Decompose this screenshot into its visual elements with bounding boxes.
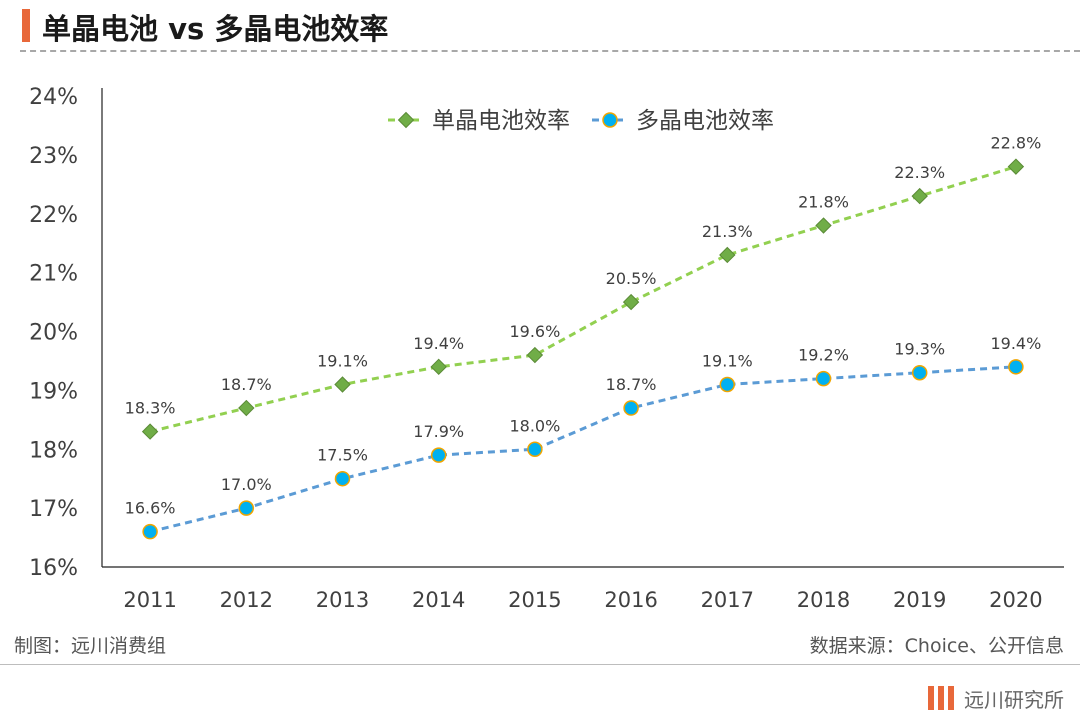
mono-data-label: 18.3%: [125, 399, 176, 418]
page-title: 单晶电池 vs 多晶电池效率: [42, 12, 389, 46]
x-tick-label: 2011: [123, 588, 176, 612]
poly-data-point: [719, 376, 736, 393]
poly-data-label: 19.2%: [798, 346, 849, 365]
mono-data-point: [238, 399, 255, 417]
mono-data-point: [815, 217, 832, 234]
x-tick-label: 2012: [220, 588, 273, 612]
mono-data-label: 18.7%: [221, 375, 272, 394]
brand-name: 远川研究所: [964, 688, 1064, 712]
mono-data-label: 22.8%: [990, 134, 1041, 153]
x-tick-label: 2014: [412, 588, 465, 612]
line-chart: 16% 17% 18% 19% 20% 21% 22% 23% 24% 2011 2012 2013 2…: [29, 85, 1064, 612]
mono-data-point: [430, 358, 447, 376]
x-tick-label: 2015: [508, 588, 561, 612]
mono-series-line: [149, 165, 1017, 434]
footer-divider: [0, 664, 1080, 665]
mono-data-label: 20.5%: [606, 269, 657, 288]
poly-data-point: [911, 364, 928, 381]
mono-data-label: 22.3%: [894, 163, 945, 182]
poly-data-label: 19.1%: [702, 351, 753, 370]
poly-data-label: 19.3%: [894, 340, 945, 359]
chart-maker-note: 制图：远川消费组: [14, 635, 167, 657]
y-tick-label: 21%: [29, 262, 78, 287]
y-tick-label: 24%: [29, 85, 78, 110]
legend-mono-marker: [397, 111, 415, 129]
poly-data-label: 17.9%: [413, 422, 464, 441]
poly-data-label: 18.7%: [606, 375, 657, 394]
poly-data-label: 19.4%: [990, 334, 1041, 353]
mono-data-point: [911, 187, 928, 205]
poly-data-point: [527, 441, 543, 457]
mono-data-point: [334, 376, 351, 393]
legend-poly-marker: [602, 112, 618, 128]
mono-data-label: 19.4%: [413, 334, 464, 353]
poly-series-line: [149, 365, 1016, 534]
poly-data-label: 17.0%: [221, 475, 272, 494]
poly-data-point: [1008, 359, 1024, 375]
mono-data-point: [622, 293, 640, 311]
mono-data-point: [719, 246, 736, 264]
mono-data-label: 19.1%: [317, 351, 368, 370]
y-tick-label: 17%: [29, 497, 78, 522]
legend-poly-label: 多晶电池效率: [636, 108, 774, 134]
mono-data-point: [141, 423, 159, 440]
y-tick-label: 23%: [29, 144, 78, 169]
y-tick-label: 18%: [29, 438, 78, 463]
poly-data-point: [334, 470, 351, 487]
x-tick-label: 2016: [604, 588, 657, 612]
poly-data-point: [623, 400, 639, 416]
poly-data-point: [430, 447, 447, 463]
y-tick-label: 19%: [29, 379, 78, 404]
mono-data-label: 21.3%: [702, 222, 753, 241]
y-tick-label: 22%: [29, 203, 78, 228]
legend-mono-label: 单晶电池效率: [432, 108, 570, 134]
brand-bars-icon: [928, 686, 958, 710]
x-tick-label: 2013: [316, 588, 369, 612]
x-tick-label: 2017: [701, 588, 754, 612]
poly-data-label: 17.5%: [317, 446, 368, 465]
data-source-note: 数据来源：Choice、公开信息: [809, 635, 1064, 657]
title-bar: 单晶电池 vs 多晶电池效率: [0, 0, 1080, 50]
mono-data-label: 21.8%: [798, 193, 849, 212]
poly-data-point: [815, 370, 832, 387]
poly-data-label: 16.6%: [125, 499, 176, 518]
x-tick-label: 2018: [797, 588, 850, 612]
poly-data-label: 18.0%: [509, 416, 560, 435]
title-accent-bar: [22, 9, 30, 42]
mono-data-label: 19.6%: [509, 322, 560, 341]
poly-data-point: [238, 500, 255, 516]
mono-data-point: [1007, 158, 1025, 175]
y-tick-label: 20%: [29, 321, 78, 346]
title-divider: [20, 50, 1080, 52]
x-tick-label: 2019: [893, 588, 946, 612]
poly-data-point: [142, 523, 158, 540]
y-tick-label: 16%: [29, 556, 78, 581]
mono-data-point: [526, 346, 544, 364]
x-tick-label: 2020: [989, 588, 1042, 612]
